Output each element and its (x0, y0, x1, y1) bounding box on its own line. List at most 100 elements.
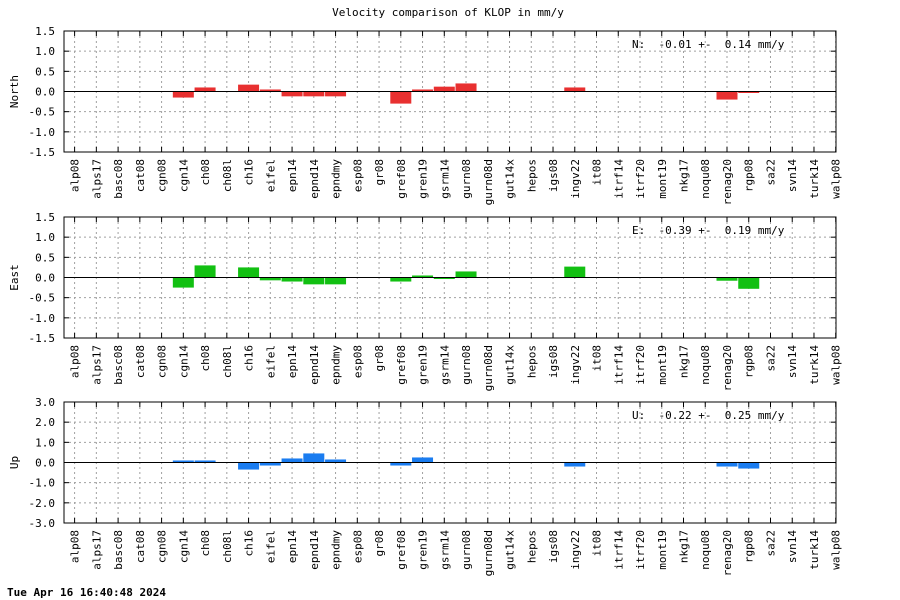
xtick-label-itrf20: itrf20 (634, 530, 647, 570)
xtick-label-itrf20: itrf20 (634, 159, 647, 199)
bar-epndmy (325, 277, 347, 285)
xtick-label-hepos: hepos (525, 530, 538, 563)
xtick-label-gren19: gren19 (417, 345, 430, 385)
xtick-label-gut14x: gut14x (504, 530, 517, 570)
xtick-label-turk14: turk14 (808, 345, 821, 385)
xtick-label-ch16: ch16 (243, 345, 256, 372)
bar-gref08 (390, 462, 412, 466)
ytick-label: -0.5 (29, 292, 56, 305)
bar-gref08 (390, 91, 412, 104)
ytick-label: 0.0 (35, 457, 55, 470)
xtick-label-ch08: ch08 (199, 345, 212, 372)
xtick-label-mont19: mont19 (656, 159, 669, 199)
xtick-label-alps17: alps17 (90, 345, 103, 385)
xtick-label-gref08: gref08 (395, 345, 408, 385)
xtick-label-ingv22: ingv22 (569, 530, 582, 570)
bar-ingv22 (564, 266, 586, 278)
xtick-label-esp08: esp08 (351, 345, 364, 378)
xtick-label-ch08: ch08 (199, 530, 212, 557)
xtick-label-gsrm14: gsrm14 (438, 159, 451, 199)
xtick-label-mont19: mont19 (656, 530, 669, 570)
xtick-label-eifel: eifel (264, 159, 277, 192)
xtick-label-esp08: esp08 (351, 159, 364, 192)
ytick-label: 1.0 (35, 231, 55, 244)
xtick-label-ch08l: ch08l (221, 159, 234, 192)
bar-ingv22 (564, 87, 586, 92)
timestamp: Tue Apr 16 16:40:48 2024 (7, 586, 166, 599)
xtick-label-cgn08: cgn08 (156, 530, 169, 563)
xtick-label-it08: it08 (591, 159, 604, 186)
stats-annotation: N: -0.01 +- 0.14 mm/y (632, 38, 785, 51)
ytick-label: 0.0 (35, 272, 55, 285)
bar-epn14 (281, 277, 303, 282)
panel-east: 1.5 1.0 0.5 0.0 -0.5 -1.0 -1.5 alp08 alps17 basc0… (8, 211, 843, 391)
bar-gren19 (412, 89, 434, 92)
xtick-label-ch08: ch08 (199, 159, 212, 186)
ytick-label: 1.0 (35, 436, 55, 449)
xtick-label-nkg17: nkg17 (678, 530, 691, 563)
xtick-label-gurn08: gurn08 (460, 530, 473, 570)
xtick-label-esp08: esp08 (351, 530, 364, 563)
xtick-label-sa22: sa22 (764, 159, 777, 186)
ytick-label: 0.0 (35, 86, 55, 99)
xtick-label-gut14x: gut14x (504, 345, 517, 385)
xtick-label-gref08: gref08 (395, 530, 408, 570)
bar-rgp08 (738, 277, 760, 289)
xtick-label-itrf14: itrf14 (612, 530, 625, 570)
xtick-label-igs08: igs08 (547, 530, 560, 563)
bar-epnd14 (303, 277, 325, 285)
xtick-label-mont19: mont19 (656, 345, 669, 385)
bar-epnd14 (303, 453, 325, 463)
bar-rgp08 (738, 91, 760, 93)
xtick-label-igs08: igs08 (547, 159, 560, 192)
xtick-label-itrf20: itrf20 (634, 345, 647, 385)
plot-frame (63, 216, 837, 339)
xtick-label-gref08: gref08 (395, 159, 408, 199)
bar-epn14 (281, 458, 303, 463)
panel-north: 1.5 1.0 0.5 0.0 -0.5 -1.0 -1.5 alp08 alps17 basc0… (8, 25, 843, 205)
xtick-label-cat08: cat08 (134, 345, 147, 378)
xtick-label-cat08: cat08 (134, 530, 147, 563)
xtick-label-renag20: renag20 (721, 345, 734, 391)
xtick-label-gr08: gr08 (373, 159, 386, 186)
ytick-label: 1.5 (35, 211, 55, 224)
xtick-label-epnd14: epnd14 (308, 345, 321, 385)
bar-cgn14 (172, 460, 194, 463)
xtick-label-epndmy: epndmy (330, 530, 343, 570)
xtick-label-basc08: basc08 (112, 345, 125, 385)
ytick-label: -1.0 (29, 126, 56, 139)
bar-ingv22 (564, 462, 586, 467)
chart-panels: 1.5 1.0 0.5 0.0 -0.5 -1.0 -1.5 alp08 alps17 basc0… (8, 25, 843, 576)
xtick-label-igs08: igs08 (547, 345, 560, 378)
plot-frame (63, 401, 837, 524)
xtick-label-rgp08: rgp08 (743, 530, 756, 563)
xtick-label-alp08: alp08 (69, 159, 82, 192)
y-axis-label: East (8, 264, 21, 291)
ytick-label: -1.5 (29, 332, 56, 345)
bar-ch16 (238, 84, 260, 92)
bar-gsrm14 (433, 86, 455, 92)
xtick-label-svn14: svn14 (786, 345, 799, 378)
ytick-label: -2.0 (29, 497, 56, 510)
xtick-label-ingv22: ingv22 (569, 159, 582, 199)
y-axis-label: Up (8, 456, 21, 469)
xtick-label-nkg17: nkg17 (678, 159, 691, 192)
xtick-label-noqu08: noqu08 (699, 159, 712, 199)
xtick-label-cat08: cat08 (134, 159, 147, 192)
ytick-label: -0.5 (29, 106, 56, 119)
xtick-label-noqu08: noqu08 (699, 345, 712, 385)
xtick-label-eifel: eifel (264, 530, 277, 563)
xtick-label-walp08: walp08 (830, 345, 843, 385)
xtick-label-epn14: epn14 (286, 530, 299, 563)
xtick-label-alp08: alp08 (69, 530, 82, 563)
xtick-label-it08: it08 (591, 530, 604, 557)
xtick-label-eifel: eifel (264, 345, 277, 378)
xtick-label-svn14: svn14 (786, 530, 799, 563)
bar-ch16 (238, 267, 260, 278)
ytick-label: -1.5 (29, 146, 56, 159)
xtick-label-gr08: gr08 (373, 530, 386, 557)
bar-epn14 (281, 91, 303, 97)
bar-cgn14 (172, 277, 194, 288)
bar-ch08 (194, 265, 216, 278)
xtick-label-gurn08: gurn08 (460, 345, 473, 385)
